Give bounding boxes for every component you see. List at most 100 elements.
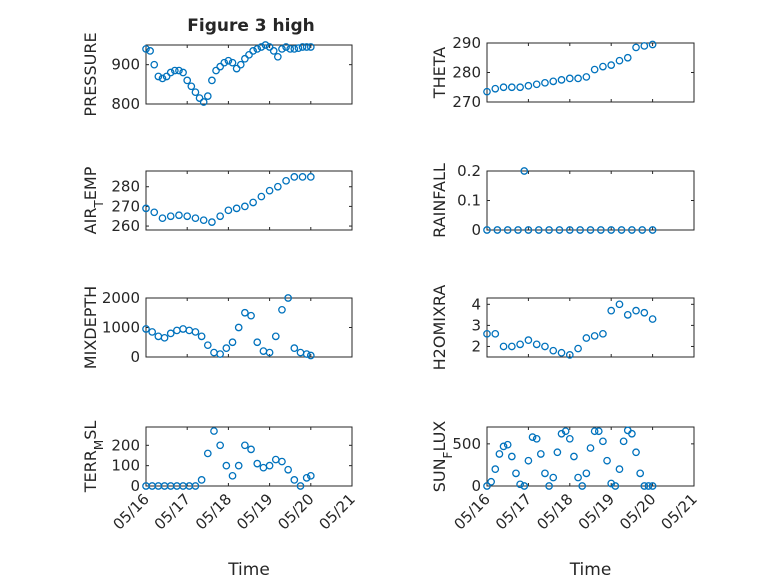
data-point <box>644 482 653 490</box>
data-point <box>491 465 500 473</box>
y-axis-label: THETA <box>430 47 449 99</box>
data-point <box>499 442 508 451</box>
data-point <box>142 204 150 213</box>
data-point <box>191 482 200 490</box>
axes-frame <box>486 297 695 358</box>
data-point <box>306 351 315 360</box>
y-tick-label: 0.2 <box>457 162 481 180</box>
data-point <box>241 308 249 317</box>
data-point <box>574 473 582 482</box>
data-point <box>507 342 516 351</box>
y-axis-label: RAINFALL <box>430 163 449 238</box>
data-point <box>150 208 159 217</box>
data-point <box>284 465 292 474</box>
data-point <box>524 81 533 90</box>
x-tick-label: 05/19 <box>233 490 276 533</box>
subplot-rainfall: 0 0.1 0.2 RAINFALL <box>430 162 695 239</box>
data-point <box>191 328 200 336</box>
y-tick-label: 4 <box>471 295 481 313</box>
data-point <box>507 452 516 461</box>
y-tick-label: 290 <box>452 34 481 52</box>
data-point <box>483 482 491 490</box>
data-point <box>148 328 157 336</box>
data-point <box>234 323 243 332</box>
x-tick-label: 05/17 <box>151 490 194 533</box>
data-point <box>212 66 220 75</box>
data-point <box>528 433 537 441</box>
data-point <box>257 192 266 201</box>
data-point <box>294 44 303 52</box>
data-point <box>208 76 216 85</box>
data-point <box>590 427 599 436</box>
data-point <box>216 62 225 71</box>
data-point <box>578 482 587 490</box>
data-point <box>290 173 299 181</box>
data-point <box>278 45 286 53</box>
data-point <box>216 350 225 358</box>
data-point <box>170 66 179 75</box>
data-point <box>273 52 282 61</box>
data-point <box>290 476 299 484</box>
data-point <box>648 482 657 490</box>
data-point <box>640 482 649 490</box>
data-point <box>199 216 208 225</box>
data-point <box>265 461 274 470</box>
data-point <box>648 315 657 323</box>
data-point <box>640 308 649 317</box>
data-point <box>574 74 582 83</box>
y-tick-label: 900 <box>111 56 140 74</box>
data-point <box>557 76 566 84</box>
data-point <box>166 212 175 221</box>
data-point <box>253 459 262 468</box>
data-point <box>142 45 150 53</box>
data-point <box>208 218 216 226</box>
data-point <box>565 434 574 443</box>
data-point <box>278 457 286 466</box>
data-point <box>599 437 607 446</box>
y-tick-label: 0 <box>471 221 481 239</box>
y-axis-label: MIXDEPTH <box>81 286 100 369</box>
y-axis-label: H2OMIXRA <box>430 285 449 371</box>
x-tick-label: 05/16 <box>451 490 494 533</box>
data-point <box>599 329 607 338</box>
data-point <box>224 206 233 215</box>
x-tick-label: 05/18 <box>192 490 235 533</box>
data-point <box>576 226 585 234</box>
data-point <box>623 311 632 319</box>
data-point <box>199 98 208 106</box>
data-point <box>249 47 257 55</box>
data-point <box>615 465 624 473</box>
data-point <box>210 427 218 435</box>
x-tick-label: 05/20 <box>616 490 659 533</box>
data-point <box>284 294 292 302</box>
data-point <box>191 88 200 97</box>
data-point <box>187 82 196 91</box>
data-point <box>247 445 255 454</box>
data-point <box>228 338 237 347</box>
data-point <box>503 226 512 234</box>
data-point <box>241 54 249 63</box>
data-point <box>549 473 558 482</box>
data-point <box>290 45 299 53</box>
data-point <box>590 332 599 340</box>
data-point <box>603 456 611 465</box>
data-point <box>648 40 657 49</box>
data-point <box>636 469 645 478</box>
figure-title: Figure 3 high <box>187 16 315 36</box>
axes-frame <box>486 42 695 103</box>
data-point <box>545 482 553 490</box>
data-point <box>582 334 591 342</box>
y-tick-label: 260 <box>111 217 140 235</box>
data-point <box>619 437 628 446</box>
y-tick-label: 100 <box>111 457 140 475</box>
data-point <box>607 306 616 315</box>
data-point <box>282 176 290 185</box>
data-point <box>516 340 524 349</box>
subplot-h2omixra: 2 3 4 H2OMIXRA <box>430 285 695 371</box>
data-point <box>278 305 286 314</box>
data-point <box>599 62 607 71</box>
data-point <box>499 342 508 351</box>
data-point <box>222 344 231 352</box>
